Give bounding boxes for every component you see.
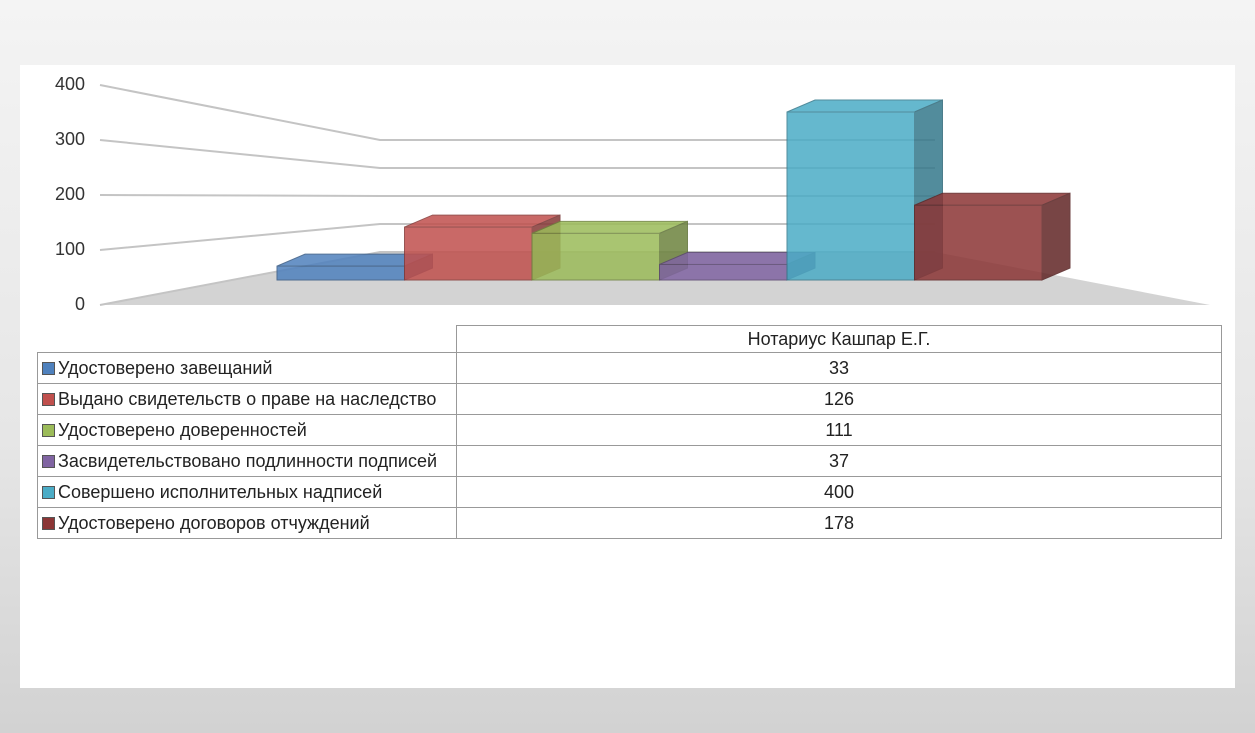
series-cell: Засвидетельствовано подлинности подписей <box>37 445 457 477</box>
value-cell: 33 <box>456 352 1222 384</box>
bar-front <box>276 265 405 281</box>
value-cell: 37 <box>456 445 1222 477</box>
legend-swatch <box>42 455 55 468</box>
value-cell: 400 <box>456 476 1222 508</box>
series-cell: Выдано свидетельств о праве на наследств… <box>37 383 457 415</box>
y-tick-label: 300 <box>55 129 85 149</box>
value-cell: 111 <box>456 414 1222 446</box>
header-row: Нотариус Кашпар Е.Г. <box>37 325 1222 353</box>
data-table: Нотариус Кашпар Е.Г. Удостоверено завещан… <box>37 325 1222 539</box>
bar-side <box>1041 192 1071 281</box>
y-tick-label: 100 <box>55 239 85 259</box>
table-row: Совершено исполнительных надписей 400 <box>37 476 1222 508</box>
series-name: Удостоверено доверенностей <box>58 420 307 440</box>
series-name: Выдано свидетельств о праве на наследств… <box>58 389 437 409</box>
value-cell: 126 <box>456 383 1222 415</box>
table-row: Удостоверено договоров отчуждений 178 <box>37 507 1222 539</box>
legend-swatch <box>42 424 55 437</box>
y-tick-label: 200 <box>55 184 85 204</box>
series-name: Засвидетельствовано подлинности подписей <box>58 451 438 471</box>
bar-front <box>404 226 533 281</box>
grid-line <box>99 223 935 251</box>
corner-cell <box>37 325 457 353</box>
table-row: Удостоверено доверенностей 111 <box>37 414 1222 446</box>
bar-front <box>786 111 915 281</box>
legend-swatch <box>42 362 55 375</box>
table-row: Удостоверено завещаний 33 <box>37 352 1222 384</box>
bar <box>914 192 1071 281</box>
grid-line <box>99 194 935 197</box>
bar-front <box>659 263 788 281</box>
bar-front <box>531 232 660 281</box>
series-name: Удостоверено завещаний <box>58 358 273 378</box>
category-header: Нотариус Кашпар Е.Г. <box>456 325 1222 353</box>
y-tick-label: 0 <box>75 294 85 314</box>
grid-line <box>99 84 935 141</box>
series-name: Удостоверено договоров отчуждений <box>58 513 370 533</box>
y-tick-label: 400 <box>55 74 85 94</box>
legend-swatch <box>42 517 55 530</box>
legend-swatch <box>42 393 55 406</box>
series-cell: Удостоверено завещаний <box>37 352 457 384</box>
table-row: Выдано свидетельств о праве на наследств… <box>37 383 1222 415</box>
grid-line <box>99 139 935 169</box>
table-row: Засвидетельствовано подлинности подписей… <box>37 445 1222 477</box>
value-cell: 178 <box>456 507 1222 539</box>
bar <box>404 214 561 281</box>
series-cell: Совершено исполнительных надписей <box>37 476 457 508</box>
legend-swatch <box>42 486 55 499</box>
series-name: Совершено исполнительных надписей <box>58 482 383 502</box>
bar-front <box>914 204 1043 281</box>
series-cell: Удостоверено договоров отчуждений <box>37 507 457 539</box>
series-cell: Удостоверено доверенностей <box>37 414 457 446</box>
